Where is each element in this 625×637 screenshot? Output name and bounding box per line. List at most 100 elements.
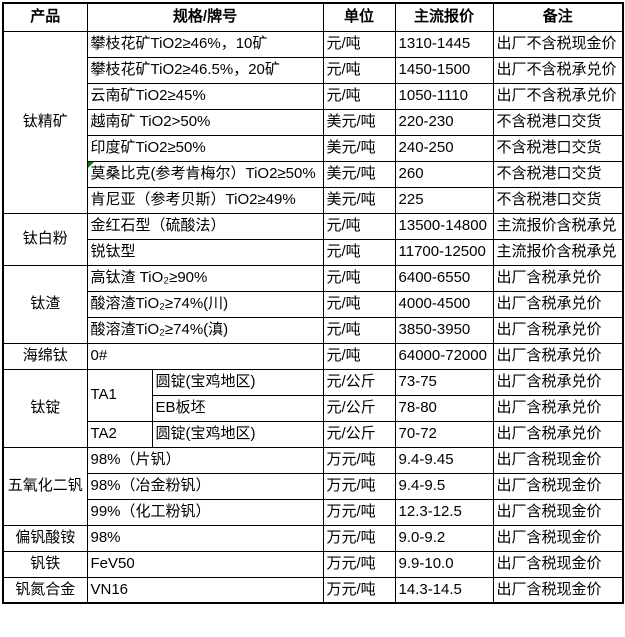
col-header-price: 主流报价 bbox=[394, 2, 494, 32]
product-group-cell: 钒氮合金 bbox=[2, 576, 88, 604]
unit-cell: 元/吨 bbox=[322, 82, 396, 110]
product-group-cell: 偏钒酸铵 bbox=[2, 524, 88, 552]
table-row: 锐钛型 元/吨 11700-12500 主流报价含税承兑 bbox=[3, 238, 624, 266]
spec-cell: 攀枝花矿TiO2≥46.5%，20矿 bbox=[86, 56, 324, 84]
note-cell: 出厂含税承兑价 bbox=[492, 368, 624, 396]
note-cell: 出厂含税现金价 bbox=[492, 576, 624, 604]
table-row: 钛锭 TA1 圆锭(宝鸡地区) 元/公斤 73-75 出厂含税承兑价 bbox=[2, 368, 624, 448]
col-header-unit: 单位 bbox=[322, 2, 396, 32]
table-row: EB板坯 元/公斤 78-80 出厂含税承兑价 bbox=[3, 394, 624, 422]
note-cell: 不含税港口交货 bbox=[492, 186, 624, 214]
spec-cell: 99%（化工粉钒） bbox=[86, 498, 324, 526]
price-cell: 73-75 bbox=[394, 368, 494, 396]
unit-cell: 元/公斤 bbox=[322, 420, 396, 448]
grade-cell: TA1 bbox=[86, 368, 153, 422]
table-row: 98%（冶金粉钒） 万元/吨 9.4-9.5 出厂含税现金价 bbox=[3, 472, 624, 500]
unit-cell: 万元/吨 bbox=[322, 498, 396, 526]
unit-cell: 万元/吨 bbox=[322, 446, 396, 474]
table-row: 99%（化工粉钒） 万元/吨 12.3-12.5 出厂含税现金价 bbox=[3, 498, 624, 526]
spec-cell: 酸溶渣TiO₂≥74%(滇) bbox=[86, 316, 324, 344]
note-cell: 主流报价含税承兑 bbox=[492, 212, 624, 240]
spec-cell: 锐钛型 bbox=[86, 238, 324, 266]
note-cell: 出厂含税承兑价 bbox=[492, 316, 624, 344]
price-cell: 9.4-9.5 bbox=[394, 472, 494, 500]
table-row: 越南矿 TiO2>50% 美元/吨 220-230 不含税港口交货 bbox=[3, 108, 624, 136]
product-group-cell: 钒铁 bbox=[2, 550, 88, 578]
table-row: 酸溶渣TiO₂≥74%(川) 元/吨 4000-4500 出厂含税承兑价 bbox=[3, 290, 624, 318]
spec-cell: 莫桑比克(参考肯梅尔）TiO2≥50% bbox=[86, 160, 324, 188]
table-row: 五氧化二钒 98%（片钒） 万元/吨 9.4-9.45 出厂含税现金价 bbox=[2, 446, 624, 526]
spec-cell: 高钛渣 TiO₂≥90% bbox=[86, 264, 324, 292]
table-row: 云南矿TiO2≥45% 元/吨 1050-1110 出厂不含税承兑价 bbox=[3, 82, 624, 110]
unit-cell: 元/吨 bbox=[322, 56, 396, 84]
comment-marker-icon bbox=[88, 162, 94, 168]
spec-detail-cell: 圆锭(宝鸡地区) bbox=[151, 368, 324, 396]
spec-cell: 攀枝花矿TiO2≥46%，10矿 bbox=[86, 30, 324, 58]
note-cell: 出厂含税现金价 bbox=[492, 446, 624, 474]
price-cell: 9.0-9.2 bbox=[394, 524, 494, 552]
price-cell: 3850-3950 bbox=[394, 316, 494, 344]
note-cell: 不含税港口交货 bbox=[492, 134, 624, 162]
table-row: 酸溶渣TiO₂≥74%(滇) 元/吨 3850-3950 出厂含税承兑价 bbox=[3, 316, 624, 344]
note-cell: 出厂含税现金价 bbox=[492, 524, 624, 552]
unit-cell: 万元/吨 bbox=[322, 472, 396, 500]
table-row: TA2 圆锭(宝鸡地区) 元/公斤 70-72 出厂含税承兑价 bbox=[3, 420, 624, 448]
note-cell: 出厂含税现金价 bbox=[492, 472, 624, 500]
product-group-cell: 海绵钛 bbox=[2, 342, 88, 370]
price-cell: 1310-1445 bbox=[394, 30, 494, 58]
unit-cell: 元/吨 bbox=[322, 30, 396, 58]
price-cell: 4000-4500 bbox=[394, 290, 494, 318]
col-header-product: 产品 bbox=[2, 2, 88, 32]
price-cell: 9.4-9.45 bbox=[394, 446, 494, 474]
unit-cell: 元/吨 bbox=[322, 290, 396, 318]
spec-cell: 越南矿 TiO2>50% bbox=[86, 108, 324, 136]
price-cell: 70-72 bbox=[394, 420, 494, 448]
unit-cell: 万元/吨 bbox=[322, 576, 396, 604]
price-cell: 78-80 bbox=[394, 394, 494, 422]
product-group-cell: 钛白粉 bbox=[2, 212, 88, 266]
table-row: 攀枝花矿TiO2≥46.5%，20矿 元/吨 1450-1500 出厂不含税承兑价 bbox=[3, 56, 624, 84]
table-row: 钒铁 FeV50 万元/吨 9.9-10.0 出厂含税现金价 bbox=[2, 550, 624, 578]
unit-cell: 元/吨 bbox=[322, 212, 396, 240]
table-row: 莫桑比克(参考肯梅尔）TiO2≥50% 美元/吨 260 不含税港口交货 bbox=[3, 160, 624, 188]
unit-cell: 美元/吨 bbox=[322, 160, 396, 188]
price-cell: 260 bbox=[394, 160, 494, 188]
unit-cell: 元/公斤 bbox=[322, 394, 396, 422]
price-cell: 11700-12500 bbox=[394, 238, 494, 266]
spec-cell: 肯尼亚（参考贝斯）TiO2≥49% bbox=[86, 186, 324, 214]
price-cell: 12.3-12.5 bbox=[394, 498, 494, 526]
note-cell: 出厂含税承兑价 bbox=[492, 290, 624, 318]
price-cell: 1050-1110 bbox=[394, 82, 494, 110]
unit-cell: 美元/吨 bbox=[322, 186, 396, 214]
price-cell: 220-230 bbox=[394, 108, 494, 136]
product-group-cell: 钛锭 bbox=[2, 368, 88, 448]
price-cell: 9.9-10.0 bbox=[394, 550, 494, 578]
note-cell: 出厂不含税承兑价 bbox=[492, 56, 624, 84]
price-cell: 6400-6550 bbox=[394, 264, 494, 292]
grade-cell: TA2 bbox=[86, 420, 153, 448]
product-group-cell: 五氧化二钒 bbox=[2, 446, 88, 526]
unit-cell: 美元/吨 bbox=[322, 134, 396, 162]
spec-cell: 印度矿TiO2≥50% bbox=[86, 134, 324, 162]
note-cell: 出厂不含税承兑价 bbox=[492, 82, 624, 110]
price-table: 产品 规格/牌号 单位 主流报价 备注 钛精矿 攀枝花矿TiO2≥46%，10矿元… bbox=[2, 2, 625, 604]
col-header-spec: 规格/牌号 bbox=[86, 2, 324, 32]
note-cell: 出厂含税承兑价 bbox=[492, 264, 624, 292]
table-row: 偏钒酸铵 98% 万元/吨 9.0-9.2 出厂含税现金价 bbox=[2, 524, 624, 552]
spec-cell: 酸溶渣TiO₂≥74%(川) bbox=[86, 290, 324, 318]
price-cell: 225 bbox=[394, 186, 494, 214]
spec-cell: 98%（冶金粉钒） bbox=[86, 472, 324, 500]
note-cell: 出厂含税承兑价 bbox=[492, 394, 624, 422]
spec-cell: 金红石型（硫酸法） bbox=[86, 212, 324, 240]
price-cell: 240-250 bbox=[394, 134, 494, 162]
spec-cell: 98% bbox=[86, 524, 324, 552]
unit-cell: 元/吨 bbox=[322, 264, 396, 292]
price-cell: 13500-14800 bbox=[394, 212, 494, 240]
unit-cell: 元/吨 bbox=[322, 342, 396, 370]
unit-cell: 万元/吨 bbox=[322, 550, 396, 578]
table-header: 产品 规格/牌号 单位 主流报价 备注 bbox=[2, 2, 624, 32]
table-row: 海绵钛 0# 元/吨 64000-72000 出厂含税承兑价 bbox=[2, 342, 624, 370]
note-cell: 出厂含税现金价 bbox=[492, 498, 624, 526]
product-group-cell: 钛精矿 bbox=[2, 30, 88, 214]
note-cell: 出厂含税承兑价 bbox=[492, 420, 624, 448]
